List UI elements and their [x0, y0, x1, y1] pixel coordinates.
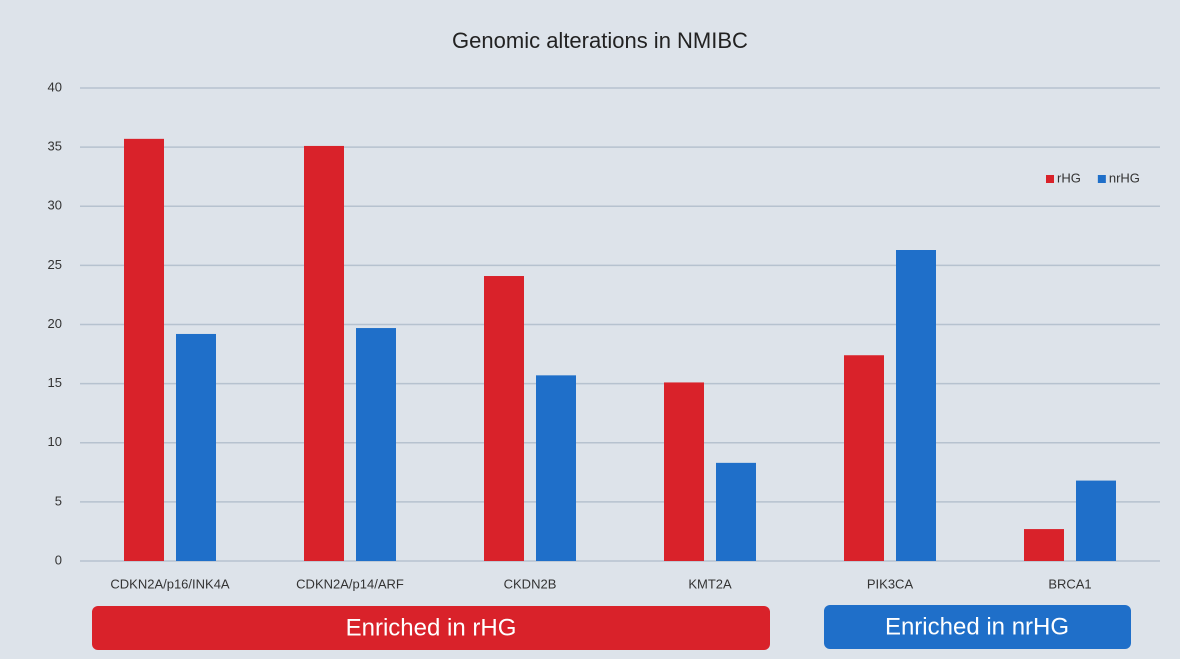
bar: [716, 462, 756, 561]
bar: [536, 375, 576, 561]
annotation: Enriched in rHG: [346, 614, 517, 641]
legend-swatch: [1046, 175, 1054, 183]
bar: [304, 145, 344, 561]
y-tick-label: 40: [48, 79, 62, 94]
bar: [844, 355, 884, 561]
bar: [484, 276, 524, 561]
bar: [124, 138, 164, 561]
bar: [896, 250, 936, 561]
y-tick-label: 15: [48, 375, 62, 390]
y-tick-label: 35: [48, 139, 62, 154]
bar: [664, 382, 704, 561]
annotation: Enriched in nrHG: [885, 613, 1069, 640]
bar: [1024, 529, 1064, 561]
x-tick-label: KMT2A: [688, 576, 732, 591]
x-tick-label: CKDN2B: [504, 576, 557, 591]
y-tick-label: 10: [48, 434, 62, 449]
x-tick-label: CDKN2A/p16/INK4A: [110, 576, 230, 591]
y-tick-label: 5: [55, 493, 62, 508]
legend-label: rHG: [1057, 170, 1081, 185]
y-tick-label: 25: [48, 257, 62, 272]
x-tick-label: CDKN2A/p14/ARF: [296, 576, 404, 591]
bar: [356, 328, 396, 561]
y-tick-label: 20: [48, 316, 62, 331]
x-tick-label: BRCA1: [1048, 576, 1091, 591]
bar: [176, 333, 216, 561]
annotation-box: [92, 606, 770, 650]
bar: [1076, 480, 1116, 561]
y-tick-label: 30: [48, 198, 62, 213]
legend-label: nrHG: [1109, 170, 1140, 185]
chart-title: Genomic alterations in NMIBC: [452, 28, 748, 53]
y-tick-label: 0: [55, 552, 62, 567]
legend-swatch: [1097, 175, 1106, 183]
annotation-box: [824, 605, 1131, 649]
x-tick-label: PIK3CA: [867, 576, 914, 591]
